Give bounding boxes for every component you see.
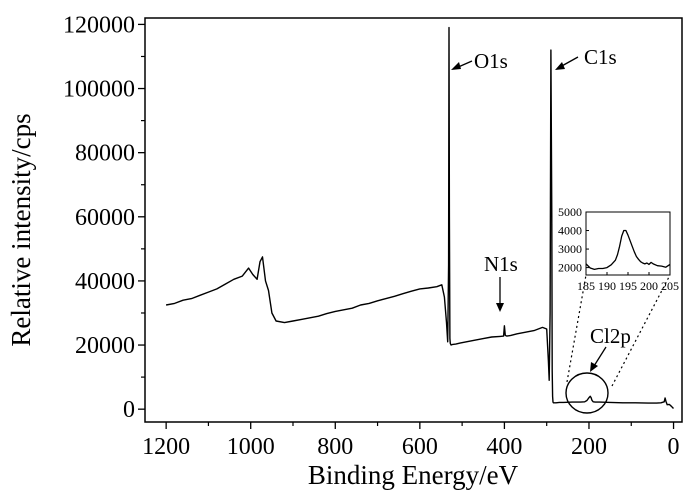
inset-x-tick-label: 185 xyxy=(577,279,595,293)
y-tick-label: 120000 xyxy=(63,12,135,38)
cl2p-label: Cl2p xyxy=(590,324,631,348)
inset-x-tick-label: 190 xyxy=(598,279,616,293)
x-tick-label: 800 xyxy=(317,434,353,460)
o1s-label: O1s xyxy=(474,49,508,73)
x-tick-label: 1000 xyxy=(227,434,275,460)
inset-x-tick-label: 195 xyxy=(619,279,637,293)
inset-y-tick-label: 3000 xyxy=(558,242,582,256)
x-axis-title: Binding Energy/eV xyxy=(308,460,519,490)
main-tick-labels: 1200 1000 800 600 400 200 00200004000060000800… xyxy=(63,12,680,460)
y-tick-label: 60000 xyxy=(75,205,135,231)
inset-frame xyxy=(585,211,671,276)
inset-ticks xyxy=(585,211,671,275)
c1s-arrow xyxy=(555,56,579,70)
inset-y-tick-label: 2000 xyxy=(558,261,582,275)
y-axis-title: Relative intensity/cps xyxy=(6,113,36,346)
x-tick-label: 0 xyxy=(668,434,680,460)
inset-y-tick-label: 4000 xyxy=(558,224,582,238)
x-tick-label: 1200 xyxy=(142,434,190,460)
inset-x-tick-label: 200 xyxy=(640,279,658,293)
cl2p-inset-line xyxy=(585,229,671,271)
o1s-arrow xyxy=(451,60,473,70)
zoom-guide-left xyxy=(566,274,587,383)
y-tick-label: 20000 xyxy=(75,333,135,359)
n1s-arrow xyxy=(496,277,504,312)
x-tick-label: 200 xyxy=(571,434,607,460)
c1s-label: C1s xyxy=(584,45,617,69)
zoom-guide-right xyxy=(611,274,671,387)
main-ticks xyxy=(138,23,675,429)
zoom-circle xyxy=(565,372,609,414)
y-tick-label: 80000 xyxy=(75,141,135,167)
y-tick-label: 0 xyxy=(123,397,135,423)
x-tick-label: 400 xyxy=(486,434,522,460)
cl2p-arrow xyxy=(590,346,607,372)
plot-frame xyxy=(144,17,683,423)
y-tick-label: 40000 xyxy=(75,269,135,295)
n1s-label: N1s xyxy=(484,252,518,276)
inset-tick-labels: 185 190 195 200 205 2000 3000 4000 5000 xyxy=(558,205,679,293)
x-tick-label: 600 xyxy=(402,434,438,460)
y-tick-label: 100000 xyxy=(63,77,135,103)
survey-spectrum-line xyxy=(165,26,675,409)
inset-y-tick-label: 5000 xyxy=(558,205,582,219)
inset-x-tick-label: 205 xyxy=(661,279,679,293)
